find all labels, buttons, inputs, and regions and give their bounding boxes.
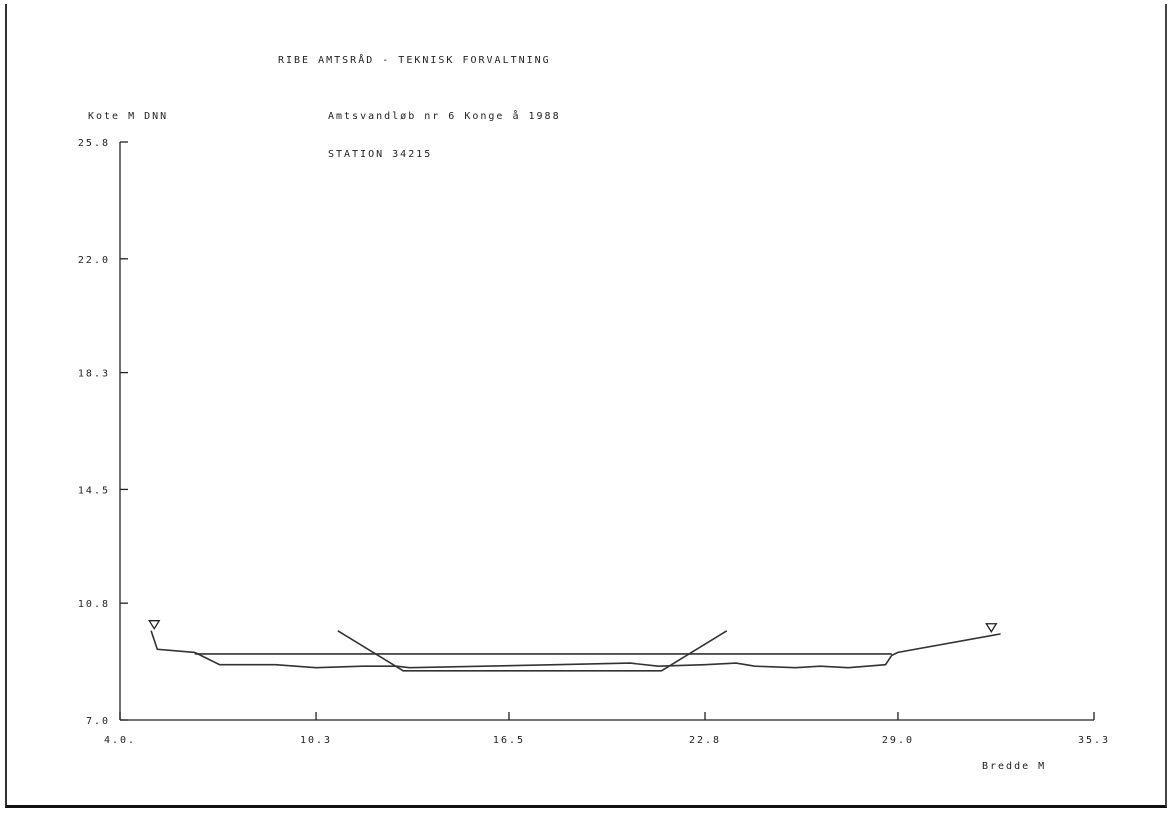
y-tick-label: 10.8: [78, 599, 110, 610]
station-label: STATION 34215: [328, 149, 432, 160]
y-tick-label: 7.0: [86, 716, 110, 727]
x-axis-label: Bredde M: [982, 761, 1046, 772]
chart-frame: [5, 4, 1167, 808]
x-tick-label: 22.8: [689, 735, 721, 746]
x-tick-label: 35.3: [1078, 735, 1110, 746]
chart-title: RIBE AMTSRÅD - TEKNISK FORVALTNING: [278, 53, 551, 66]
x-tick-label: 29.0: [882, 735, 914, 746]
subtitle: Amtsvandløb nr 6 Konge å 1988: [328, 109, 561, 122]
design-profile-line: [337, 630, 728, 672]
water-level-marker: [985, 623, 998, 633]
x-tick-label: 4.0.: [104, 735, 136, 746]
y-axis-label: Kote M DNN: [88, 111, 168, 122]
x-tick-label: 16.5: [493, 735, 525, 746]
x-tick-label: 10.3: [300, 735, 332, 746]
riverbed-profile-line: [150, 630, 1001, 669]
y-tick-label: 18.3: [78, 369, 110, 380]
y-tick-label: 14.5: [78, 485, 110, 496]
y-tick-label: 22.0: [78, 255, 110, 266]
water-level-marker: [148, 620, 161, 630]
y-tick-label: 25.8: [78, 138, 110, 149]
